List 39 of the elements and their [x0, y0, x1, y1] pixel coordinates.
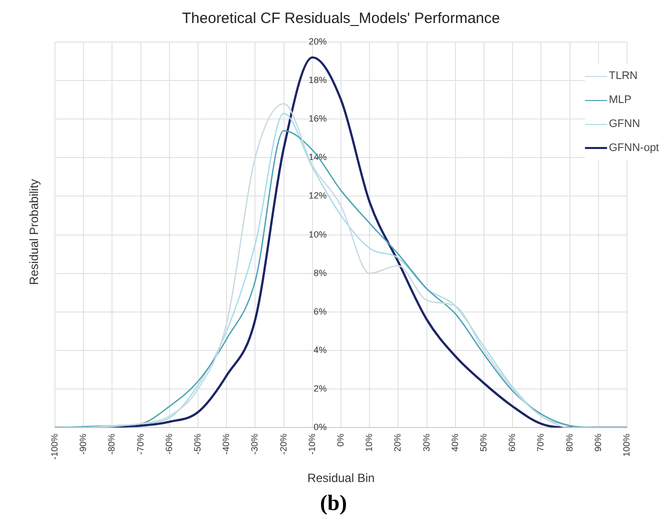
x-tick-label: -40%	[221, 434, 232, 455]
x-tick-label: -100%	[49, 434, 60, 460]
legend-label: TLRN	[608, 70, 638, 82]
y-tick-label: 4%	[314, 344, 327, 355]
x-tick-label: 70%	[536, 434, 546, 452]
y-tick-label: 12%	[308, 190, 327, 201]
legend-label: MLP	[608, 94, 632, 106]
x-tick-label: -70%	[135, 434, 146, 455]
x-tick-label: -50%	[192, 434, 202, 455]
legend-label: GFNN	[608, 118, 640, 130]
y-tick-label: 16%	[308, 114, 327, 124]
x-tick-label: 90%	[592, 434, 603, 452]
x-tick-label: 100%	[621, 434, 632, 457]
y-tick-label: 18%	[308, 75, 327, 86]
legend-label: GFNN-opt	[608, 142, 659, 154]
x-axis-title: Residual Bin	[307, 471, 375, 486]
x-tick-label: 30%	[421, 434, 432, 452]
y-tick-label: 10%	[308, 229, 327, 240]
x-tick-label: -20%	[278, 434, 288, 455]
x-tick-label: -90%	[78, 434, 88, 455]
text: (b)	[319, 490, 348, 516]
x-tick-label: -10%	[306, 434, 317, 455]
chart-title: Theoretical CF Residuals_Models' Performance	[182, 10, 500, 28]
y-axis-title: Residual Probability	[27, 178, 41, 286]
y-tick-label: 8%	[314, 268, 327, 278]
x-tick-label: -80%	[106, 434, 117, 455]
x-tick-label: 60%	[507, 434, 518, 452]
y-tick-label: 0%	[314, 422, 327, 432]
y-tick-label: 20%	[308, 36, 327, 46]
y-tick-label: 6%	[314, 306, 327, 316]
x-tick-label: 20%	[392, 434, 403, 452]
x-tick-label: -60%	[164, 434, 174, 455]
x-tick-label: 40%	[450, 434, 460, 452]
x-tick-label: 80%	[564, 434, 574, 452]
x-tick-label: 50%	[478, 434, 488, 452]
x-tick-label: 10%	[364, 434, 374, 452]
y-tick-label: 2%	[314, 384, 327, 394]
x-tick-label: 0%	[335, 434, 346, 447]
x-tick-label: -30%	[250, 434, 260, 455]
